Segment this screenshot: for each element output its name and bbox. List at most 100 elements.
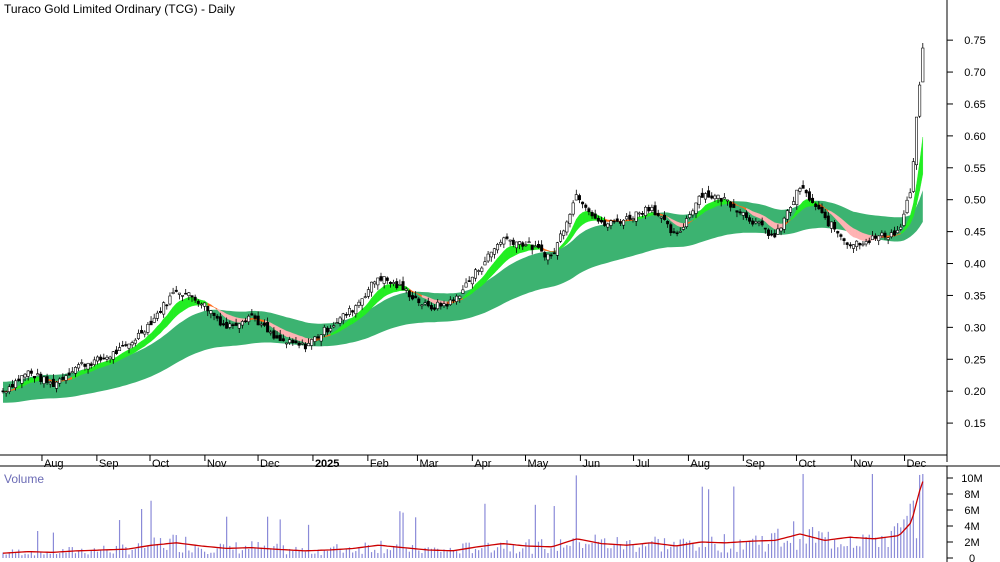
candle-body (593, 213, 597, 219)
candle-body (707, 190, 711, 198)
candle-body (417, 298, 421, 304)
candle-body (426, 301, 430, 307)
candle-body (880, 232, 884, 236)
short-term-ribbon-segment (380, 285, 385, 300)
candle-body (253, 315, 257, 319)
candle-body (373, 281, 377, 285)
candle-body (401, 281, 405, 291)
candle-body (168, 295, 172, 305)
candle-body (612, 220, 616, 223)
candle-body (785, 210, 789, 220)
candle-body (622, 219, 626, 226)
short-term-ribbon-segment (487, 265, 492, 281)
candle-body (795, 189, 799, 205)
candle-body (571, 202, 575, 215)
candle-body (212, 312, 216, 316)
candle-body (811, 197, 815, 203)
candle-body (379, 276, 383, 281)
candle-body (278, 334, 282, 342)
candle-body (240, 321, 244, 326)
candle-body (603, 220, 607, 226)
candle-body (921, 47, 925, 83)
candle-body (851, 244, 855, 249)
candle-body (291, 340, 295, 344)
candle-body (653, 205, 657, 215)
candle-body (335, 322, 339, 324)
candle-body (540, 244, 544, 252)
volume-y-tick-label: 4M (964, 521, 979, 533)
candle-body (42, 376, 46, 384)
candle-body (288, 339, 292, 343)
candle-body (697, 195, 701, 205)
short-term-ribbon-segment (503, 247, 508, 264)
candle-body (489, 251, 493, 258)
candle-body (710, 195, 714, 199)
candle-body (574, 194, 578, 201)
candle-body (341, 313, 345, 321)
price-y-tick-label: 0.75 (964, 35, 985, 47)
candle-body (256, 315, 260, 326)
candle-body (896, 230, 900, 234)
candle-body (729, 201, 733, 208)
candle-body (908, 192, 912, 199)
x-tick-label: Feb (370, 458, 389, 470)
candle-body (140, 330, 144, 334)
x-tick-label: Dec (907, 458, 927, 470)
short-term-ribbon-segment (509, 245, 514, 259)
candle-body (146, 324, 150, 333)
candle-body (634, 211, 638, 222)
x-tick-label: Mar (419, 458, 438, 470)
candle-body (694, 202, 698, 214)
candle-body (606, 223, 610, 228)
short-term-ribbon-segment (172, 303, 177, 320)
candle-body (625, 216, 629, 220)
candle-body (546, 253, 550, 261)
candle-body (206, 305, 210, 312)
candle-body (17, 378, 21, 381)
candle-body (524, 244, 528, 246)
candle-body (385, 277, 389, 281)
candle-body (650, 207, 654, 211)
candle-body (190, 295, 194, 298)
short-term-ribbon-segment (585, 211, 590, 223)
candle-body (870, 235, 874, 240)
short-term-ribbon-segment (207, 302, 212, 307)
candle-body (826, 215, 830, 227)
candle-body (521, 242, 525, 247)
candle-body (445, 304, 449, 307)
price-y-tick-label: 0.50 (964, 195, 985, 207)
x-tick-label: May (527, 458, 548, 470)
candle-body (839, 234, 843, 237)
candle-body (130, 342, 134, 346)
candle-body (395, 281, 399, 289)
candle-body (1, 390, 5, 393)
candle-body (155, 312, 159, 319)
x-tick-label: Aug (44, 458, 64, 470)
short-term-ribbon-segment (680, 222, 684, 228)
candle-body (410, 295, 414, 300)
candle-body (92, 359, 96, 365)
candle-body (347, 308, 351, 315)
volume-y-tick-label: 2M (964, 537, 979, 549)
candle-body (184, 292, 188, 295)
candle-body (473, 269, 477, 279)
short-term-ribbon-segment (579, 212, 583, 228)
candle-body (877, 235, 881, 242)
short-term-ribbon-segment (81, 369, 86, 375)
x-tick-label: Jun (582, 458, 600, 470)
candle-body (165, 304, 169, 307)
candle-body (398, 284, 402, 286)
candle-body (136, 332, 140, 339)
short-term-ribbon-segment (856, 229, 860, 240)
candle-body (58, 378, 62, 384)
candle-body (773, 233, 777, 238)
price-y-tick-label: 0.70 (964, 67, 985, 79)
candle-body (420, 304, 424, 307)
candle-body (436, 301, 440, 309)
short-term-ribbon-segment (714, 199, 719, 208)
candle-body (451, 299, 455, 302)
chart-title: Turaco Gold Limited Ordinary (TCG) - Dai… (4, 2, 235, 16)
candle-body (829, 221, 833, 229)
short-term-ribbon-segment (286, 330, 290, 338)
volume-moving-average (2, 481, 924, 554)
